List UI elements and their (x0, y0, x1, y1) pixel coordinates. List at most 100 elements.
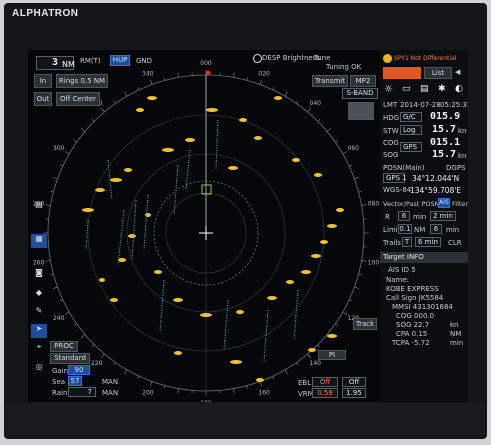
limit-value[interactable]: 0.1 (398, 224, 412, 234)
range-value: 3 (52, 57, 59, 68)
vrm2-value[interactable]: 1.95 (342, 388, 366, 398)
chart-icon[interactable]: ▤ (35, 200, 43, 209)
day-icon[interactable]: ☼ (384, 84, 393, 95)
bearing-tick (296, 100, 299, 104)
gps-source[interactable]: GPS 1 (383, 173, 407, 183)
ebl1-value[interactable]: Off (312, 377, 338, 387)
panel-icon[interactable]: ▤ (420, 84, 429, 94)
night-icon[interactable]: ◐ (455, 84, 463, 94)
vector-r-label: R (385, 213, 390, 221)
radar-echo (174, 351, 182, 355)
stabilization-mode[interactable]: GND (136, 57, 153, 65)
rain-value[interactable]: 7 (68, 387, 96, 397)
bearing-tick (164, 77, 166, 81)
acquire-icon[interactable]: ⌖ (36, 342, 42, 351)
rings-button[interactable]: Rings 0.5 NM (56, 74, 108, 88)
standard-button[interactable]: Standard (50, 353, 90, 364)
bearing-tick (80, 334, 86, 339)
trails-label: Trails (383, 239, 401, 247)
bearing-tick (354, 176, 360, 180)
echo-trail (263, 309, 269, 363)
target-cog: COG 000.0 (396, 312, 435, 320)
radar-echo (236, 310, 244, 314)
range-box[interactable]: 3 NM (36, 56, 75, 70)
bearing-tick (73, 323, 77, 326)
display-icon[interactable]: ▭ (402, 84, 411, 94)
map-icon[interactable]: ▦ (31, 234, 47, 248)
mp-button[interactable]: MP2 (350, 75, 376, 87)
hdg-source[interactable]: G/C (400, 112, 422, 122)
vector-r-value[interactable]: 6 (398, 211, 410, 221)
bearing-label: 240 (53, 315, 65, 322)
echo-trail (159, 279, 165, 333)
vector-r-time[interactable]: 2 min (430, 211, 456, 221)
trails-mode[interactable]: T (402, 237, 412, 247)
off-center-button[interactable]: Off Center (56, 92, 100, 106)
bearing-tick (272, 86, 275, 90)
brightness-icon[interactable] (253, 54, 262, 63)
trails-clear[interactable]: CLR (448, 239, 462, 247)
target-icon[interactable]: ◎ (35, 362, 43, 371)
sea-label: Sea (52, 378, 66, 386)
speaker-icon[interactable]: ◀ (455, 68, 461, 76)
vector-ais-button[interactable]: AIS (438, 198, 450, 208)
track-button[interactable]: Track (353, 318, 377, 330)
range-in-button[interactable]: In (34, 74, 52, 88)
bearing-tick (233, 388, 235, 394)
echo-trail (185, 149, 191, 191)
bearing-tick (335, 323, 339, 326)
alarm-list-button[interactable]: List (424, 67, 452, 79)
bearing-tick (284, 91, 288, 97)
cursor-icon[interactable]: ➤ (31, 324, 47, 338)
ebl2-value[interactable]: Off (342, 377, 366, 387)
radar-echo (327, 224, 337, 228)
hdg-value: 015.9 (430, 111, 461, 122)
radar-echo (147, 96, 157, 100)
echo-trail (143, 194, 149, 251)
pi-button[interactable]: PI (318, 350, 346, 360)
alarm-text[interactable]: SPY1 Not Differential (394, 55, 457, 62)
sog-source[interactable]: GPS (400, 142, 422, 152)
vrm1-value[interactable]: 0.58 (312, 388, 338, 398)
radar-echo (254, 136, 262, 140)
brightness-label[interactable]: DESP Brightness (262, 54, 320, 62)
trails-time[interactable]: 6 min (415, 237, 441, 247)
pencil-icon[interactable]: ✎ (35, 306, 43, 315)
limit-min-value[interactable]: 6 (430, 224, 442, 234)
brand-logo: ALPHATRON (12, 8, 79, 19)
sea-value[interactable]: 57 (68, 376, 82, 386)
filter-label[interactable]: Filter (452, 200, 468, 208)
alarm-icon[interactable] (383, 54, 392, 63)
bearing-tick (233, 72, 235, 78)
vector-r-unit: min (413, 213, 427, 221)
target-cpa: CPA 0.15 (396, 330, 428, 338)
stw-value: 15.7 (432, 124, 457, 135)
orientation-mode[interactable]: HUP (110, 55, 130, 66)
gain-value[interactable]: 90 (68, 365, 90, 375)
bearing-tick (52, 176, 58, 180)
bearing-tick (137, 376, 140, 380)
bearing-tick (73, 140, 77, 143)
bearing-label: 140 (310, 360, 322, 367)
proc-button[interactable]: PROC (50, 341, 78, 352)
target-info-header[interactable]: Target INFO (380, 252, 468, 263)
eraser-icon[interactable]: ◆ (35, 288, 43, 297)
stw-source[interactable]: Log (400, 125, 422, 135)
radar-display[interactable]: 0000200400600801001201401601802002202402… (28, 50, 380, 402)
motion-mode[interactable]: RM(T) (80, 57, 101, 65)
ais-target-marker (201, 184, 212, 195)
tuning-status: Tuning OK (326, 63, 362, 71)
ebl-label: EBL (298, 379, 312, 387)
bearing-tick (64, 151, 70, 155)
range-out-button[interactable]: Out (34, 92, 52, 106)
radar-echo (327, 334, 337, 338)
stby-button[interactable] (348, 102, 374, 120)
transmit-button[interactable]: Transmit (312, 75, 348, 87)
stw-label: STW (383, 127, 399, 135)
bearing-tick (307, 107, 312, 113)
bearing-label: 100 (368, 260, 380, 267)
camera-icon[interactable]: ◙ (35, 268, 43, 277)
alarm-ack-button[interactable] (383, 67, 421, 79)
settings-icon[interactable]: ✱ (438, 84, 446, 94)
bearing-tick (52, 286, 58, 290)
